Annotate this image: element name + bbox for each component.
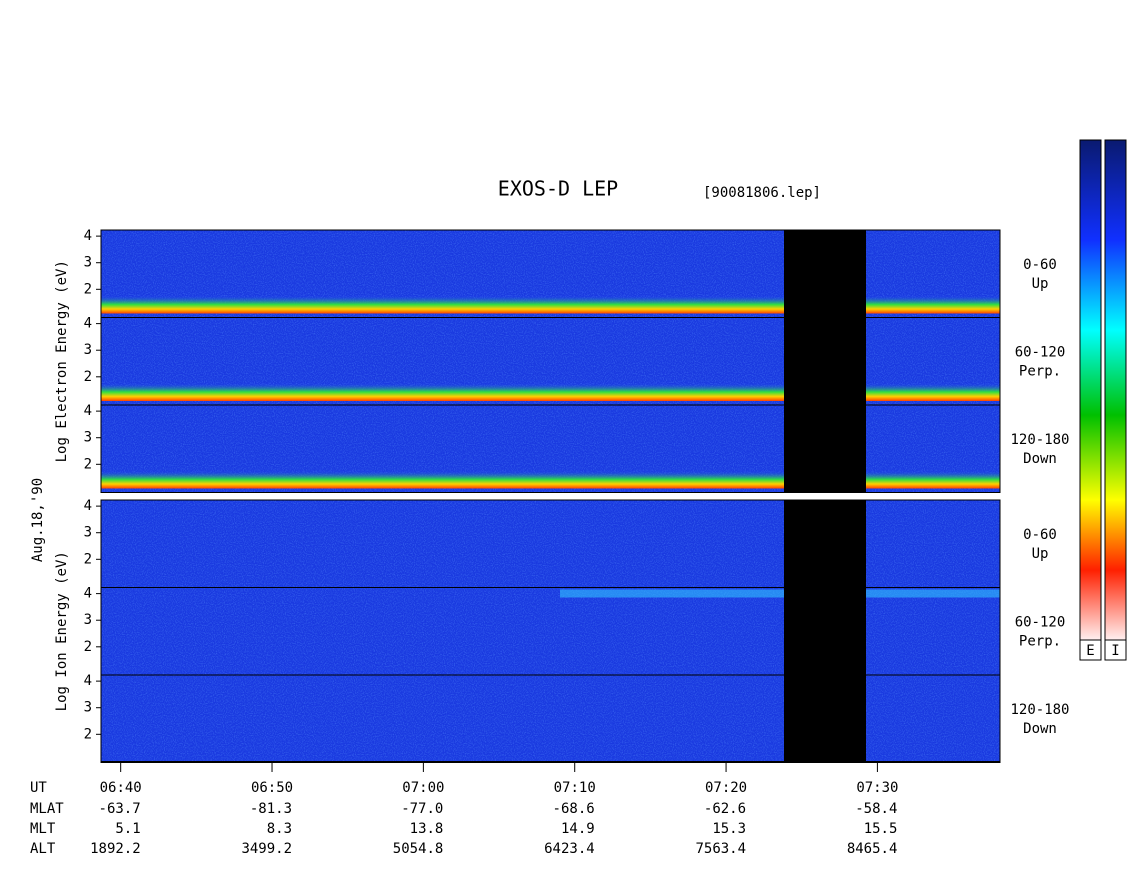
ephemeris-value: 5054.8 (393, 841, 444, 857)
panel-frame (100, 404, 1001, 493)
date-label: Aug.18,'90 (30, 478, 46, 562)
y-tick-label: 2 (84, 551, 92, 567)
ephemeris-value: 14.9 (561, 821, 595, 837)
ephemeris-value: -68.6 (553, 801, 595, 817)
data-gap (784, 405, 866, 493)
y-tick-label: 3 (84, 255, 92, 271)
ephemeris-value: -63.7 (99, 801, 141, 817)
y-tick-label: 3 (84, 430, 92, 446)
ephemeris-value: -58.4 (855, 801, 897, 817)
row-name: MLT (30, 821, 56, 837)
data-gap (784, 317, 866, 405)
colorbar (1079, 139, 1102, 641)
ephemeris-value: 1892.2 (90, 841, 141, 857)
y-tick-label: 4 (84, 316, 92, 332)
panel-direction: Perp. (1019, 364, 1061, 380)
y-tick-label: 2 (84, 456, 92, 472)
x-tick-label: 07:10 (554, 780, 596, 796)
panel-pitch: 60-120 (1015, 345, 1066, 361)
ephemeris-value: 6423.4 (544, 841, 595, 857)
ephemeris-value: 13.8 (410, 821, 444, 837)
y-tick-label: 4 (84, 228, 92, 244)
ephemeris-value: 5.1 (115, 821, 140, 837)
panel-direction: Up (1032, 546, 1049, 562)
row-name: MLAT (30, 801, 64, 817)
ephemeris-value: 8465.4 (847, 841, 898, 857)
colorbar-label-box (1079, 639, 1102, 661)
panel-pitch: 120-180 (1010, 702, 1069, 718)
colorbar-label: I (1111, 643, 1119, 659)
colorbar (1104, 139, 1127, 641)
y-tick-label: 3 (84, 342, 92, 358)
spectrogram-band (101, 470, 1000, 489)
colorbar-label: E (1086, 643, 1094, 659)
ephemeris-value: 15.5 (864, 821, 898, 837)
panel-pitch: 60-120 (1015, 615, 1066, 631)
x-tick-label: 07:20 (705, 780, 747, 796)
data-gap (784, 587, 866, 675)
data-gap (784, 675, 866, 763)
x-tick-label: 06:40 (100, 780, 142, 796)
colorbar-label-box (1104, 639, 1127, 661)
y-tick-label: 4 (84, 403, 92, 419)
chart-subtitle: [90081806.lep] (703, 185, 821, 201)
y-tick-label: 4 (84, 673, 92, 689)
y-axis-label: Log Ion Energy (eV) (54, 551, 70, 711)
y-tick-label: 3 (84, 700, 92, 716)
y-tick-label: 3 (84, 612, 92, 628)
y-tick-label: 4 (84, 586, 92, 602)
data-gap (784, 500, 866, 588)
ephemeris-value: 8.3 (267, 821, 292, 837)
y-tick-label: 2 (84, 639, 92, 655)
y-axis-label: Log Electron Energy (eV) (54, 260, 70, 462)
panel-pitch: 0-60 (1023, 257, 1057, 273)
row-name: ALT (30, 841, 56, 857)
panel-pitch: 120-180 (1010, 432, 1069, 448)
panel-pitch: 0-60 (1023, 527, 1057, 543)
data-gap (784, 230, 866, 318)
y-tick-label: 4 (84, 498, 92, 514)
panel-direction: Down (1023, 721, 1057, 737)
y-tick-label: 2 (84, 369, 92, 385)
y-tick-label: 2 (84, 281, 92, 297)
y-tick-label: 2 (84, 726, 92, 742)
ephemeris-value: -77.0 (401, 801, 443, 817)
panel-direction: Up (1032, 276, 1049, 292)
ephemeris-value: 3499.2 (241, 841, 292, 857)
x-tick-label: 07:30 (856, 780, 898, 796)
ephemeris-value: 7563.4 (695, 841, 746, 857)
spectrogram-band (101, 383, 1000, 401)
y-tick-label: 3 (84, 525, 92, 541)
spectrogram-band (101, 295, 1000, 314)
x-tick-label: 07:00 (402, 780, 444, 796)
x-tick-label: 06:50 (251, 780, 293, 796)
ephemeris-value: -81.3 (250, 801, 292, 817)
ephemeris-value: -62.6 (704, 801, 746, 817)
panel-direction: Perp. (1019, 634, 1061, 650)
chart-title: EXOS-D LEP (498, 177, 618, 201)
row-name: UT (30, 780, 47, 796)
ephemeris-value: 15.3 (712, 821, 746, 837)
panel-direction: Down (1023, 451, 1057, 467)
spectrogram-band (560, 589, 1000, 598)
